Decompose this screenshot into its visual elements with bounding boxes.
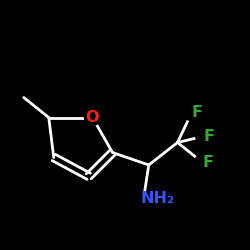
Text: F: F [191,105,202,120]
Circle shape [84,110,100,126]
Circle shape [132,191,148,207]
Text: F: F [204,129,215,144]
Text: NH₂: NH₂ [140,191,174,206]
Circle shape [196,128,212,144]
Text: F: F [202,155,213,170]
Circle shape [183,104,199,120]
Circle shape [194,154,210,170]
Text: O: O [86,110,99,125]
